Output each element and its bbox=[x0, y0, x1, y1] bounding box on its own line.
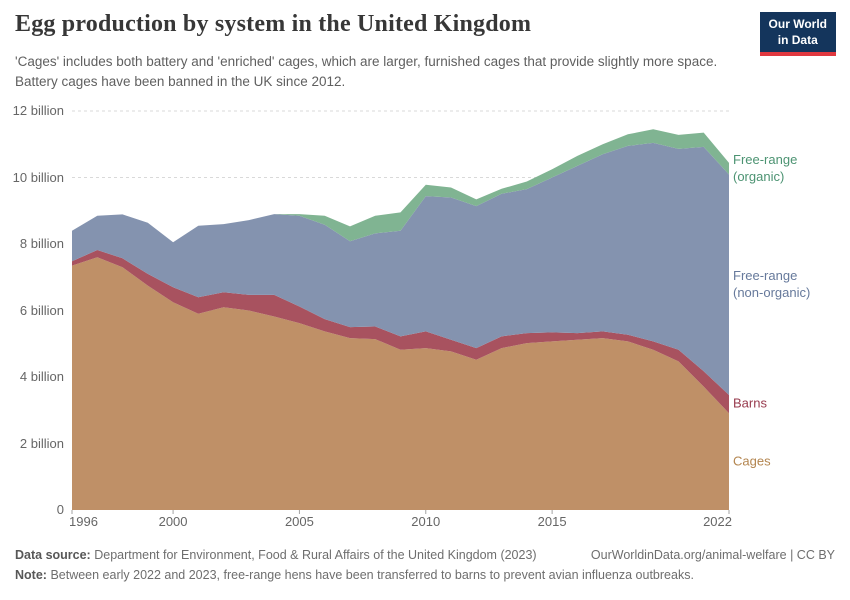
y-axis-label-6: 6 billion bbox=[19, 302, 64, 318]
data-source-text: Department for Environment, Food & Rural… bbox=[94, 548, 537, 562]
x-axis-label-2005: 2005 bbox=[284, 514, 314, 529]
owid-logo-line2: in Data bbox=[777, 32, 818, 47]
series-label-barns: Barns bbox=[733, 395, 767, 411]
footnote-label: Note: bbox=[15, 568, 47, 582]
y-axis-label-8: 8 billion bbox=[19, 236, 64, 251]
page-title: Egg production by system in the United K… bbox=[15, 11, 532, 37]
y-axis-label-0: 0 bbox=[56, 502, 64, 517]
owid-logo-line1: Our World bbox=[768, 17, 827, 31]
y-axis-label-12: 12 billion bbox=[12, 103, 64, 118]
data-source-label: Data source: bbox=[15, 548, 91, 562]
data-source-line: Data source: Department for Environment,… bbox=[15, 545, 537, 565]
footnote-text: Between early 2022 and 2023, free-range … bbox=[50, 568, 694, 582]
chart-footer: Data source: Department for Environment,… bbox=[15, 545, 835, 585]
owid-logo: Our World in Data bbox=[759, 12, 836, 57]
x-axis-label-2010: 2010 bbox=[411, 514, 441, 529]
x-axis-label-2022: 2022 bbox=[703, 514, 732, 529]
series-label-free-range-non-organic: Free-range (non-organic) bbox=[733, 267, 811, 300]
attribution-text: OurWorldinData.org/animal-welfare | CC B… bbox=[590, 548, 835, 562]
x-axis-label-2015: 2015 bbox=[537, 514, 567, 529]
chart-subtitle: 'Cages' includes both battery and 'enric… bbox=[15, 54, 718, 89]
y-axis-label-4: 4 billion bbox=[19, 369, 64, 384]
x-axis-label-1996: 1996 bbox=[69, 514, 98, 529]
series-label-free-range-organic: Free-range (organic) bbox=[733, 151, 798, 184]
footnote-line: Note: Between early 2022 and 2023, free-… bbox=[15, 565, 835, 585]
y-axis-label-2: 2 billion bbox=[19, 435, 64, 451]
y-axis-label-10: 10 billion bbox=[12, 169, 64, 185]
series-label-cages: Cages bbox=[733, 453, 771, 469]
x-axis-label-2000: 2000 bbox=[158, 514, 188, 529]
